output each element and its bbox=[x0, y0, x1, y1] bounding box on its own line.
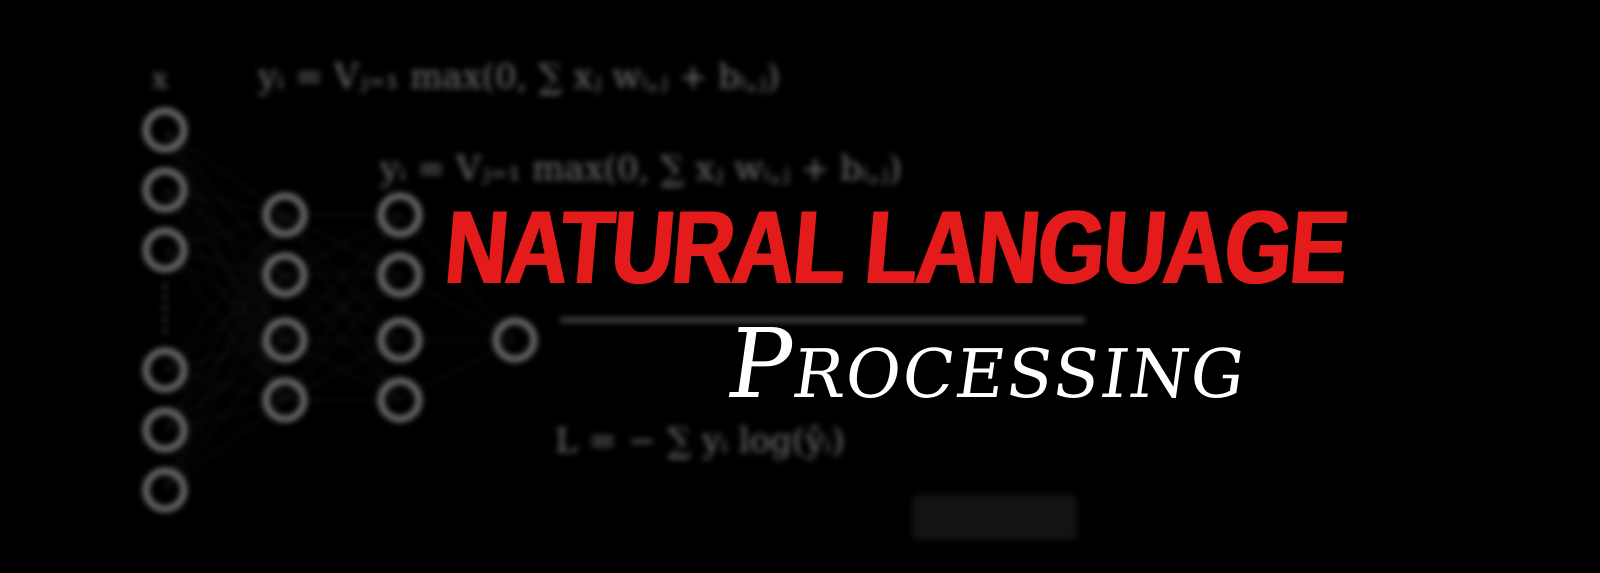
blurred-box bbox=[912, 495, 1077, 540]
input-layer-nodes bbox=[143, 108, 187, 512]
output-node bbox=[493, 318, 537, 362]
input-label: x bbox=[152, 62, 168, 95]
hidden-layer-2-nodes bbox=[378, 193, 422, 422]
formula-1: yᵢ = Vⱼ₌₁ max(0, ∑ xⱼ wᵢ,ⱼ + bᵢ,ⱼ) bbox=[257, 57, 780, 97]
formula-3: L = − ∑ yᵢ log(ŷᵢ) bbox=[555, 421, 845, 461]
formula-2: yᵢ = Vⱼ₌₁ max(0, ∑ xⱼ wᵢ,ⱼ + bᵢ,ⱼ) bbox=[379, 149, 902, 189]
title-processing: Processing bbox=[720, 308, 1256, 420]
network-connections bbox=[164, 129, 516, 491]
title-natural-language: NATURAL LANGUAGE bbox=[440, 190, 1352, 306]
hidden-layer-1-nodes bbox=[263, 193, 307, 422]
